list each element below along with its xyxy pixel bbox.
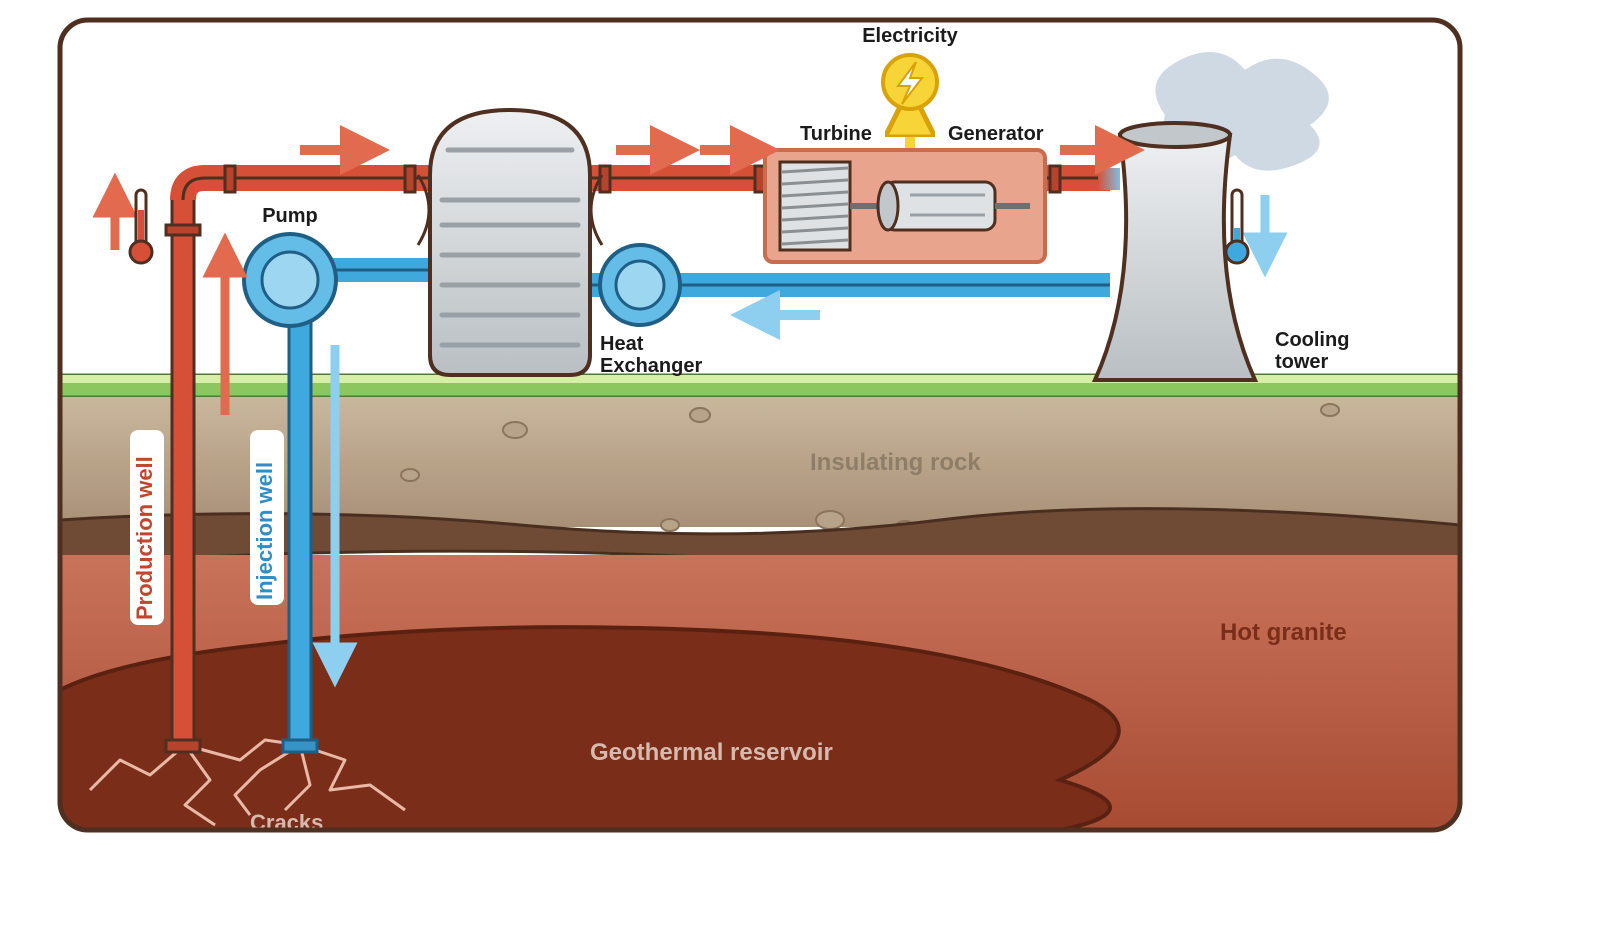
injection-well [283, 305, 317, 752]
pump-label: Pump [262, 205, 318, 227]
electricity-label: Electricity [862, 25, 958, 47]
hot-granite-label: Hot granite [1220, 619, 1347, 646]
heat-exchanger [418, 110, 602, 375]
heat-exchanger-label-2: Exchanger [600, 355, 702, 377]
thermometer-cold-icon [1226, 190, 1248, 263]
cold-loop [300, 270, 1110, 305]
generator-label: Generator [948, 123, 1044, 145]
geothermal-diagram: Production well Injection well [0, 0, 1600, 948]
electricity-icon [883, 55, 937, 109]
cooling-tower-label-2: tower [1275, 351, 1329, 373]
cooling-tower-label-1: Cooling [1275, 329, 1349, 351]
production-well-label: Production well [132, 456, 157, 620]
circulator-pump [600, 245, 680, 325]
pump [244, 234, 336, 326]
turbine-generator-unit [765, 150, 1045, 262]
heat-exchanger-label-1: Heat [600, 333, 644, 355]
turbine-label: Turbine [800, 123, 872, 145]
geothermal-reservoir [60, 627, 1119, 830]
geothermal-reservoir-label: Geothermal reservoir [590, 739, 833, 766]
thermometer-hot-icon [130, 190, 152, 263]
injection-well-label: Injection well [252, 462, 277, 600]
production-well [166, 195, 200, 752]
insulating-rock-label: Insulating rock [810, 449, 981, 476]
